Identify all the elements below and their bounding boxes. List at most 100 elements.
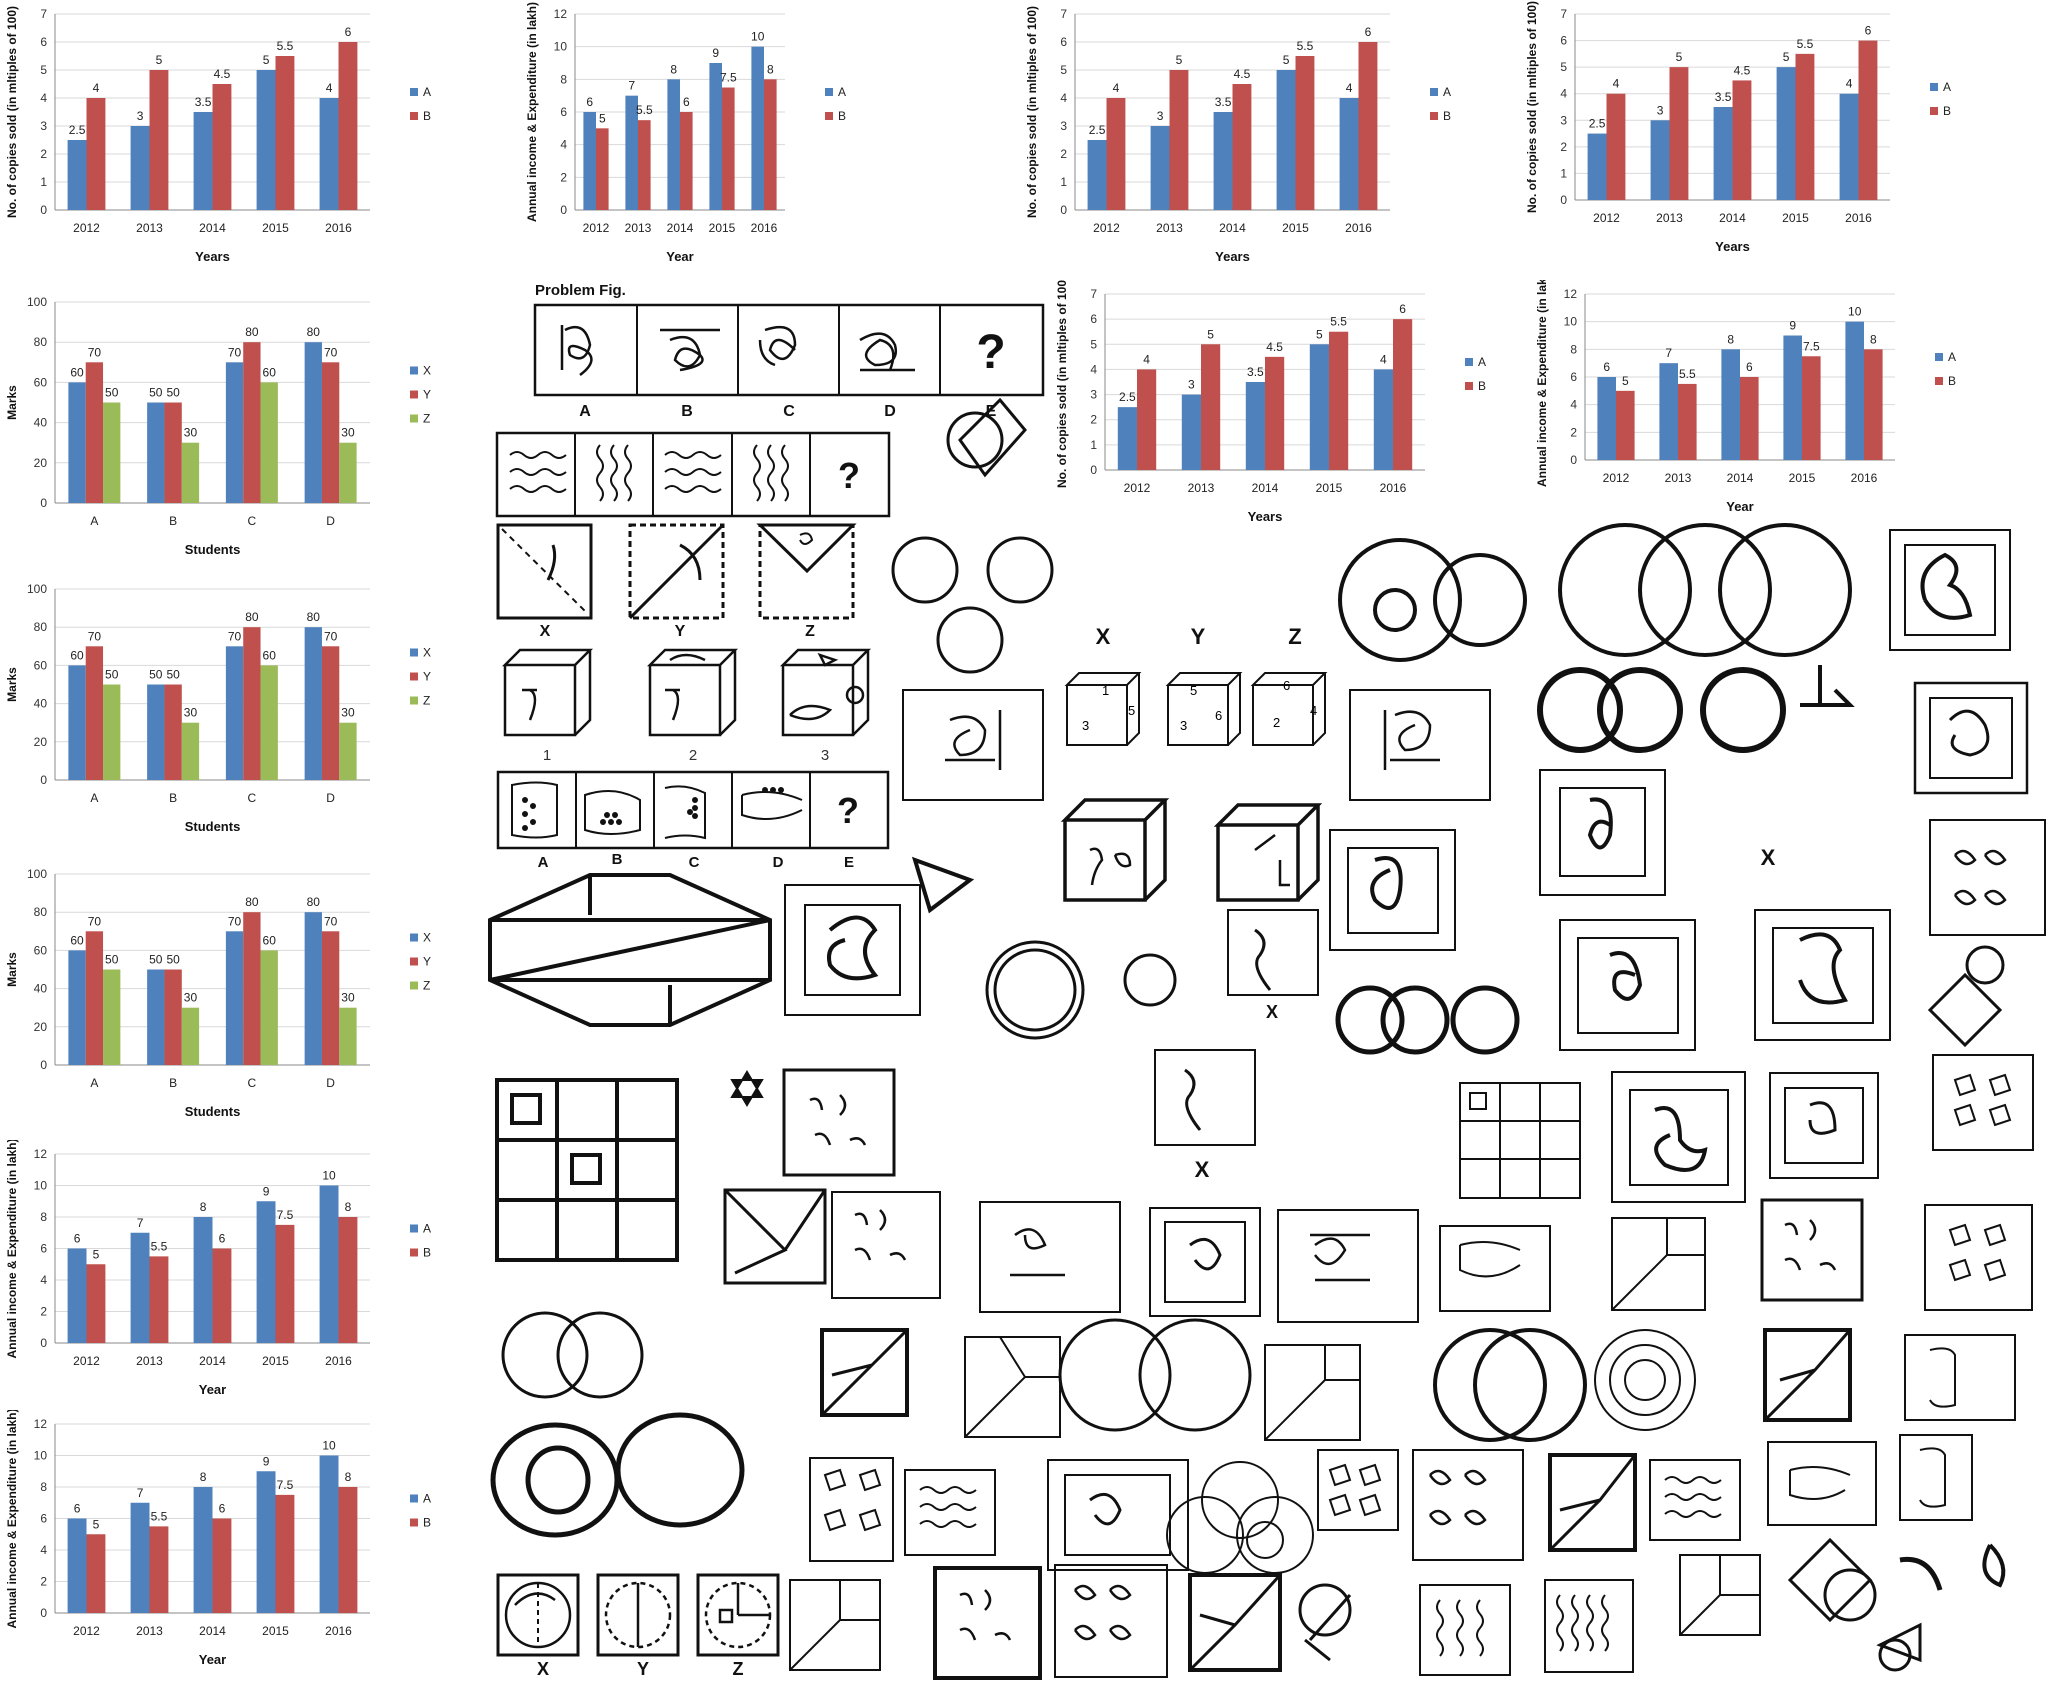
x-tick-label: B [169,791,177,805]
legend-label-B: B [423,109,431,123]
y-tick-label: 12 [554,7,568,21]
fold-figure-z [758,523,855,620]
x-tick-label: 2012 [73,1354,100,1368]
bar-A-2014 [1721,349,1740,460]
y-axis-title: Marks [5,385,19,420]
bar-A-2016 [751,46,764,210]
data-label: 5 [93,1247,100,1261]
question-mark: ? [976,326,1005,379]
x-tick-label: 2014 [1252,481,1279,495]
x-tick-label: 2016 [1851,471,1878,485]
x-tick-label: 2014 [667,221,694,235]
problem-fig-strip [533,303,1045,397]
fold-figure-z [696,1573,780,1657]
x-axis-title: Year [1726,499,1753,514]
cube-icon [501,648,594,737]
y-tick-label: 2 [560,170,567,184]
data-label: 5 [1283,53,1290,67]
bar-B-2013 [149,70,169,210]
data-label: 30 [184,991,198,1005]
bar-Y-A [85,362,104,503]
data-label: 70 [324,345,338,359]
legend-swatch-X [410,648,418,657]
legend-swatch-Y [410,672,418,681]
data-label: 60 [70,365,84,379]
y-tick-label: 6 [560,105,567,119]
bar-B-2014 [1732,80,1752,200]
data-label: 3 [1157,109,1164,123]
data-label: 70 [228,914,242,928]
bar-X-C [225,931,244,1065]
data-label: 5 [1622,374,1629,388]
y-tick-label: 7 [1560,7,1567,21]
chart-income-3: 0 2 4 6 8 10 12 6 5 2012 7 5.5 2013 8 6 2014 9 7.5 2015 10 8… [0,1410,505,1678]
x-axis-title: Year [666,249,693,264]
chart-marks-1: 0 20 40 60 80 100 60 70 50 A 50 50 30 B 70 80 60 C 80 70 30 D… [0,288,505,568]
question-mark: ? [837,790,859,831]
data-label: 60 [70,648,84,662]
bar-A-2012 [67,1518,87,1613]
legend-label-A: A [1443,85,1451,99]
x-tick-label: 2012 [1093,221,1120,235]
bar-B-2016 [338,1217,358,1343]
y-tick-label: 12 [34,1417,48,1431]
y-tick-label: 10 [34,1179,48,1193]
legend-swatch-A [1935,353,1943,361]
y-tick-label: 0 [40,773,47,787]
data-label: 50 [105,386,119,400]
x-tick-label: 2014 [199,1624,226,1638]
data-label: 5.5 [277,39,294,53]
data-label: 4.5 [1266,340,1283,354]
box-letter-e: E [844,854,854,871]
data-label: 9 [1789,319,1796,333]
bar-A-2015 [256,70,276,210]
legend-label-Y: Y [423,955,431,969]
bar-B-2014 [212,84,232,210]
bar-Z-C [260,950,278,1065]
data-label: 80 [245,610,259,624]
legend-label-A: A [423,1492,431,1506]
chart-copies-2: 0 1 2 3 4 5 6 7 2.5 4 2012 3 5 2013 3.5 4.5 2014 5 5.5 2015… [1020,0,1525,275]
squiggle-icon [758,325,797,367]
bar-B-2014 [1740,377,1759,460]
chart-marks-3: 0 20 40 60 80 100 60 70 50 A 50 50 30 B 70 80 60 C 80 70 30 D… [0,860,505,1130]
data-label: 5 [156,53,163,67]
x-tick-label: 2013 [136,1624,163,1638]
bar-A-2016 [319,1185,339,1343]
y-tick-label: 8 [40,1210,47,1224]
bar-A-2015 [1776,67,1796,201]
y-tick-label: 5 [1060,63,1067,77]
bar-X-B [147,402,165,503]
data-label: 60 [263,648,277,662]
bar-X-A [68,950,86,1065]
bar-B-2016 [1858,40,1878,201]
y-tick-label: 6 [1090,312,1097,326]
data-label: 3 [137,109,144,123]
x-tick-label: 2014 [1727,471,1754,485]
data-label: 5 [263,53,270,67]
y-tick-label: 3 [40,119,47,133]
x-tick-label: 2016 [1345,221,1372,235]
legend-swatch-X [410,933,418,942]
x-tick-label: 2013 [1656,211,1683,225]
squiggle-icon [560,325,593,376]
x-tick-label: 2013 [1156,221,1183,235]
x-axis-title: Year [199,1382,226,1397]
legend-label-B: B [1948,374,1956,388]
data-label: 6 [1399,302,1406,316]
data-label: 30 [184,426,198,440]
fold-label-z: Z [1288,624,1301,649]
y-tick-label: 4 [1560,87,1567,101]
dice-3-top: 6 [1283,678,1290,693]
x-tick-label: 2012 [73,1624,100,1638]
data-label: 30 [341,706,355,720]
x-tick-label: 2013 [1188,481,1215,495]
x-tick-label: 2015 [1782,211,1809,225]
bar-B-2012 [86,98,106,210]
cube-number-3: 3 [821,747,829,764]
bar-A-2014 [667,79,680,210]
x-tick-label: 2015 [1316,481,1343,495]
y-axis-title: Annual income & Expenditure (in lakh) [5,1140,19,1359]
chart-marks-2: 0 20 40 60 80 100 60 70 50 A 50 50 30 B 70 80 60 C 80 70 30 D… [0,575,505,845]
data-label: 5.5 [636,103,653,117]
